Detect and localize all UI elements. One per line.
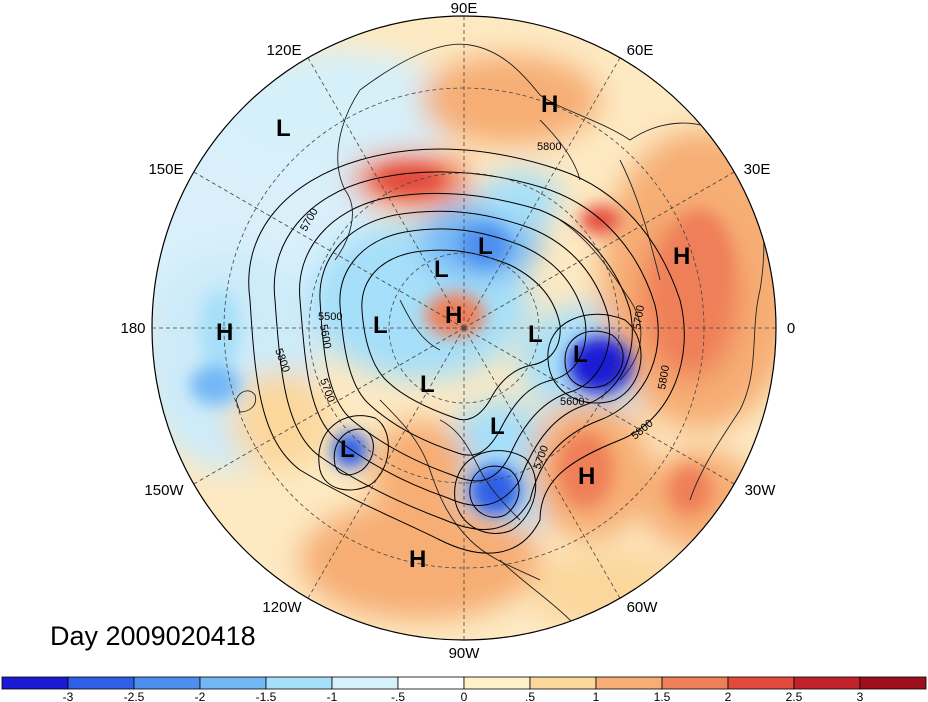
- colorbar: -3 -2.5 -2 -1.5 -1 -.5 0 .5 1 1.5 2 2.5 3: [1, 676, 927, 702]
- colorbar-swatch: [265, 676, 333, 690]
- high-center: H: [445, 302, 462, 329]
- contour-label: 5500: [318, 311, 342, 323]
- low-center: L: [573, 341, 588, 368]
- lon-label-60e: 60E: [627, 42, 654, 59]
- colorbar-swatch: [859, 676, 927, 690]
- meridian-line: [307, 57, 465, 329]
- contour-label: 5800: [656, 364, 672, 390]
- meridian-line: [193, 171, 465, 329]
- meridians: [152, 16, 776, 640]
- low-center: L: [420, 371, 435, 398]
- colorbar-tick-label: 1: [593, 690, 600, 702]
- colorbar-swatch: [397, 676, 465, 690]
- pressure-centers: H L L H L L H L L L L H L L H H: [216, 91, 690, 573]
- meridian-line: [463, 327, 735, 485]
- height-contours: [248, 148, 685, 554]
- low-center: L: [478, 233, 493, 260]
- meridian-line: [463, 57, 621, 329]
- high-center: H: [578, 463, 595, 490]
- anomaly-field: 5800 5700 5600 5500 5700 5800 5600 5700 …: [152, 16, 776, 640]
- colorbar-tick-label: 0: [461, 690, 468, 702]
- colorbar-swatch: [1, 676, 69, 690]
- colorbar-tick-label: 2.5: [786, 690, 803, 702]
- colorbar-swatch: [199, 676, 267, 690]
- lon-label-90e: 90E: [451, 0, 478, 17]
- colorbar-tick-label: -3: [63, 690, 74, 702]
- colorbar-tick-label: 2: [725, 690, 732, 702]
- low-center: L: [276, 115, 291, 142]
- high-center: H: [216, 319, 233, 346]
- colorbar-tick-label: -1.5: [256, 690, 277, 702]
- meridian-line: [307, 327, 465, 599]
- high-center: H: [541, 91, 558, 118]
- high-center: H: [673, 243, 690, 270]
- lon-label-180: 180: [120, 320, 145, 337]
- lon-label-120e: 120E: [266, 42, 301, 59]
- colorbar-tick-label: 1.5: [654, 690, 671, 702]
- low-center: L: [490, 413, 505, 440]
- low-center: L: [340, 436, 355, 463]
- colorbar-swatch: [133, 676, 201, 690]
- low-center: L: [434, 256, 449, 283]
- contour-label: 5800: [537, 141, 561, 153]
- colorbar-swatch: [529, 676, 597, 690]
- meridian-line: [463, 327, 621, 599]
- day-label: Day 2009020418: [50, 621, 256, 651]
- meridian-line: [463, 171, 735, 329]
- lon-label-150e: 150E: [148, 161, 183, 178]
- colorbar-tick-label: -2: [195, 690, 206, 702]
- high-center: H: [409, 546, 426, 573]
- colorbar-swatch: [595, 676, 663, 690]
- longitude-labels: 90E 60E 30E 0 30W 60W 90W 120W 150W 180 …: [120, 0, 795, 662]
- colorbar-swatch: [661, 676, 729, 690]
- colorbar-tick-label: 3: [857, 690, 864, 702]
- low-center: L: [373, 312, 388, 339]
- lon-label-90w: 90W: [449, 645, 481, 662]
- colorbar-swatch: [67, 676, 135, 690]
- lon-label-120w: 120W: [262, 599, 302, 616]
- lon-label-30w: 30W: [745, 482, 777, 499]
- colorbar-swatch: [331, 676, 399, 690]
- map-boundary: [151, 15, 777, 641]
- contour-label: 5600: [317, 323, 333, 349]
- lon-label-60w: 60W: [627, 599, 659, 616]
- colorbar-tick-label: -.5: [391, 690, 405, 702]
- colorbar-swatch: [463, 676, 531, 690]
- colorbar-swatch: [727, 676, 795, 690]
- lon-label-30e: 30E: [744, 161, 771, 178]
- lon-label-150w: 150W: [144, 482, 184, 499]
- contour-label: 5700: [631, 304, 647, 330]
- lon-label-0: 0: [787, 320, 795, 337]
- colorbar-tick-label: -2.5: [124, 690, 145, 702]
- colorbar-tick-label: -1: [327, 690, 338, 702]
- colorbar-swatch: [793, 676, 861, 690]
- low-center: L: [528, 321, 543, 348]
- meridian-line: [193, 327, 465, 485]
- colorbar-tick-label: .5: [525, 690, 535, 702]
- contour-label: 5600: [560, 396, 584, 408]
